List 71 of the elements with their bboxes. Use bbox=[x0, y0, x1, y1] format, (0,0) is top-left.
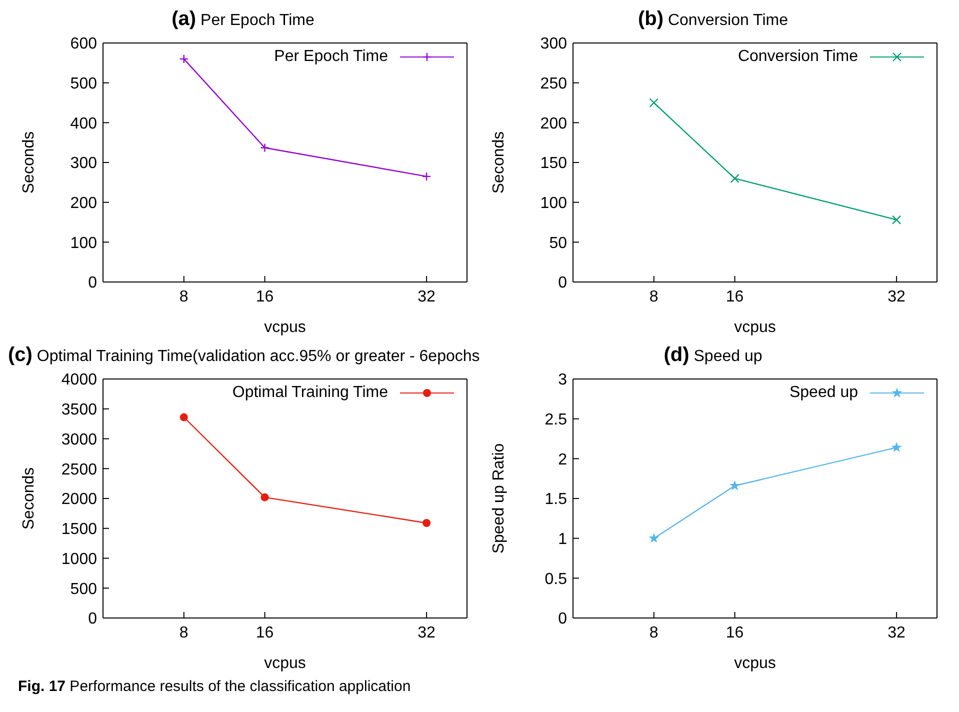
y-tick-label: 2000 bbox=[61, 491, 98, 508]
y-tick-label: 250 bbox=[540, 76, 568, 93]
y-tick-label: 600 bbox=[70, 36, 98, 53]
x-tick-label: 32 bbox=[418, 288, 436, 306]
y-tick-label: 3 bbox=[558, 372, 568, 389]
x-tick-label: 16 bbox=[256, 624, 274, 642]
x-axis-title: vcpus bbox=[264, 319, 306, 336]
y-tick-label: 150 bbox=[540, 155, 568, 172]
point bbox=[891, 442, 902, 452]
point bbox=[730, 480, 740, 490]
y-axis-title: Seconds bbox=[490, 131, 508, 194]
chart-title: (d) Speed up bbox=[662, 344, 764, 368]
y-tick-label: 0 bbox=[88, 274, 98, 292]
y-tick-label: 500 bbox=[70, 76, 98, 93]
x-tick-label: 16 bbox=[256, 288, 274, 306]
legend-label: Conversion Time bbox=[738, 48, 858, 66]
y-tick-label: 500 bbox=[70, 580, 98, 598]
point bbox=[648, 532, 660, 543]
chart-title: (b) Conversion Time bbox=[636, 8, 790, 32]
x-axis-title: vcpus bbox=[734, 655, 776, 672]
y-tick-label: 50 bbox=[549, 234, 568, 252]
y-tick-label: 100 bbox=[540, 195, 568, 212]
legend-label: Speed up bbox=[789, 384, 858, 402]
y-tick-label: 100 bbox=[70, 234, 98, 252]
x-tick-label: 16 bbox=[726, 624, 744, 642]
point bbox=[179, 54, 188, 64]
y-tick-label: 1 bbox=[558, 531, 568, 548]
x-axis-title: vcpus bbox=[264, 655, 306, 672]
x-tick-label: 16 bbox=[726, 288, 744, 306]
x-tick-label: 32 bbox=[888, 288, 906, 306]
x-tick-label: 8 bbox=[179, 288, 188, 306]
point bbox=[892, 215, 902, 224]
x-tick-label: 32 bbox=[418, 624, 436, 642]
x-tick-label: 8 bbox=[649, 288, 658, 306]
y-tick-label: 1500 bbox=[61, 521, 98, 538]
point bbox=[180, 413, 188, 422]
y-tick-label: 200 bbox=[540, 115, 568, 132]
y-tick-label: 0 bbox=[558, 274, 568, 292]
y-tick-label: 0 bbox=[558, 610, 568, 628]
y-tick-label: 0 bbox=[88, 610, 98, 628]
x-tick-label: 8 bbox=[649, 624, 658, 642]
y-tick-label: 1000 bbox=[61, 550, 98, 568]
y-tick-label: 3000 bbox=[61, 431, 98, 448]
point bbox=[422, 172, 432, 182]
x-tick-label: 32 bbox=[888, 624, 906, 642]
y-tick-label: 2.5 bbox=[544, 412, 568, 429]
point bbox=[260, 143, 270, 152]
y-tick-label: 300 bbox=[540, 36, 568, 53]
y-axis-title: Speed up Ratio bbox=[490, 443, 508, 554]
legend-label: Per Epoch Time bbox=[274, 48, 388, 66]
y-tick-label: 3500 bbox=[61, 402, 98, 419]
y-tick-label: 0.5 bbox=[544, 570, 568, 588]
point bbox=[649, 98, 658, 108]
chart-title: (a) Per Epoch Time bbox=[170, 8, 316, 32]
y-axis-title: Seconds bbox=[20, 131, 38, 194]
y-tick-label: 4000 bbox=[61, 372, 98, 389]
caption: Fig. 17 Performance results of the classification application bbox=[18, 678, 412, 695]
y-tick-label: 200 bbox=[70, 195, 98, 212]
point bbox=[260, 493, 269, 502]
y-tick-label: 2500 bbox=[61, 461, 98, 478]
x-axis-title: vcpus bbox=[734, 319, 776, 336]
y-tick-label: 400 bbox=[70, 115, 98, 132]
y-tick-label: 1.5 bbox=[544, 491, 568, 508]
legend-label: Optimal Training Time bbox=[232, 384, 388, 402]
chart-title: (c) Optimal Training Time(validation acc.95% or greater - 6epochs bbox=[8, 344, 480, 368]
point bbox=[730, 174, 740, 184]
x-tick-label: 8 bbox=[179, 624, 188, 642]
y-axis-title: Seconds bbox=[20, 467, 38, 530]
y-tick-label: 300 bbox=[70, 155, 98, 172]
y-tick-label: 2 bbox=[558, 451, 568, 468]
point bbox=[422, 518, 431, 527]
